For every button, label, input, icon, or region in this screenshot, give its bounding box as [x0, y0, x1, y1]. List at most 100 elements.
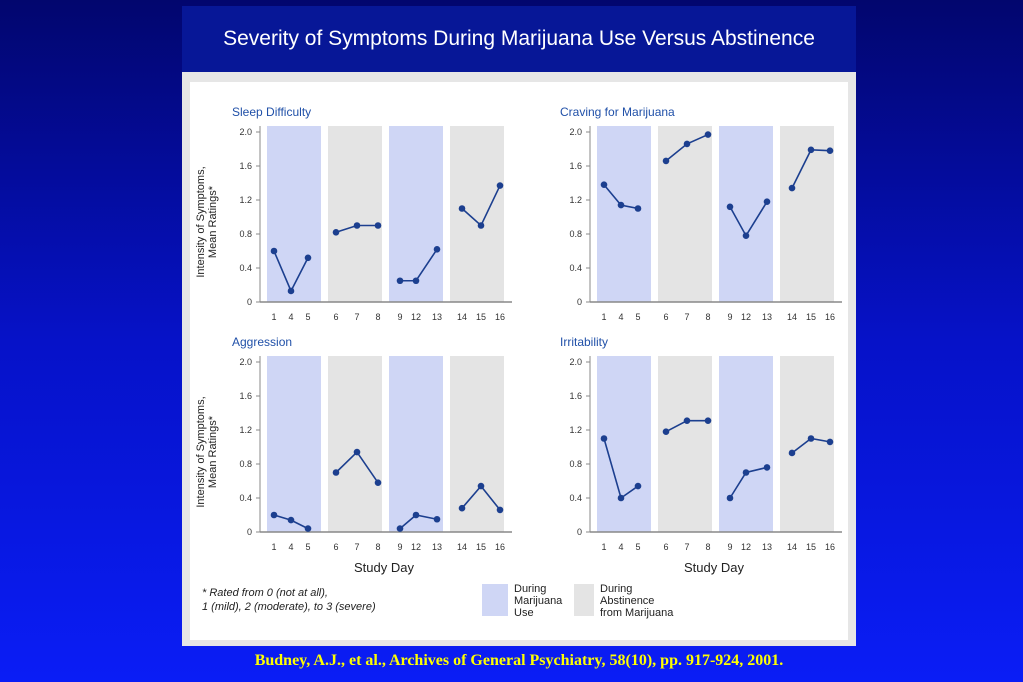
footnote-line1: * Rated from 0 (not at all), [202, 587, 328, 599]
y-tick-label: 1.6 [569, 391, 582, 401]
x-tick-label: 12 [411, 542, 421, 552]
data-point [433, 246, 441, 253]
data-point [412, 511, 420, 519]
x-tick-label: 15 [806, 542, 816, 552]
x-tick-label: 8 [375, 542, 380, 552]
data-point [763, 198, 771, 205]
x-tick-label: 5 [305, 542, 310, 552]
y-axis-label-bottom-line2: Mean Ratings* [207, 415, 219, 488]
y-tick-label: 1.2 [239, 425, 252, 435]
data-point [458, 205, 466, 212]
x-tick-label: 9 [397, 542, 402, 552]
x-tick-label: 15 [806, 312, 816, 322]
x-tick-label: 4 [618, 542, 623, 552]
y-tick-label: 0 [577, 527, 582, 537]
data-point [726, 203, 734, 211]
data-point [726, 494, 734, 502]
x-tick-label: 5 [635, 542, 640, 552]
phase-band-use [267, 126, 321, 302]
data-point [374, 479, 382, 487]
x-tick-label: 1 [601, 542, 606, 552]
phase-band-abstinence [328, 126, 382, 302]
legend-abstinence-line3: from Marijuana [600, 607, 674, 619]
data-point [807, 146, 815, 154]
legend-use-line1: During [514, 583, 546, 595]
x-tick-label: 15 [476, 542, 486, 552]
x-tick-label: 1 [271, 542, 276, 552]
data-point [683, 140, 691, 148]
x-tick-label: 4 [288, 542, 293, 552]
data-point [617, 494, 625, 502]
y-tick-label: 0.8 [569, 229, 582, 239]
data-point [374, 222, 382, 229]
y-tick-label: 2.0 [239, 127, 252, 137]
x-tick-label: 16 [825, 312, 835, 322]
data-point [270, 247, 278, 255]
data-point [683, 417, 691, 424]
phase-band-use [267, 356, 321, 532]
footnote-line2: 1 (mild), 2 (moderate), to 3 (severe) [202, 601, 376, 613]
data-point [304, 254, 312, 262]
x-tick-label: 4 [618, 312, 623, 322]
data-point [396, 277, 404, 285]
phase-band-use [597, 126, 651, 302]
data-point [477, 222, 485, 229]
figure-area: Intensity of Symptoms, Mean Ratings* Int… [190, 82, 848, 640]
x-tick-label: 14 [787, 312, 797, 322]
x-tick-label: 7 [354, 542, 359, 552]
x-tick-label: 14 [457, 312, 467, 322]
x-tick-label: 9 [727, 312, 732, 322]
phase-band-abstinence [328, 356, 382, 532]
x-tick-label: 16 [495, 312, 505, 322]
data-point [287, 287, 295, 295]
legend-abstinence-line1: During [600, 583, 632, 595]
y-tick-label: 0 [247, 527, 252, 537]
panel-title: Craving for Marijuana [560, 105, 675, 119]
data-point [600, 181, 608, 188]
x-tick-label: 15 [476, 312, 486, 322]
y-tick-label: 0 [247, 297, 252, 307]
y-tick-label: 1.2 [239, 195, 252, 205]
y-axis-label-top-line1: Intensity of Symptoms, [195, 166, 207, 277]
panel-title: Irritability [560, 335, 608, 349]
x-tick-label: 12 [741, 312, 751, 322]
phase-band-abstinence [780, 356, 834, 532]
data-point [788, 449, 796, 457]
x-tick-label: 7 [684, 312, 689, 322]
data-point [826, 147, 834, 154]
y-axis-label-top-line2: Mean Ratings* [207, 185, 219, 258]
x-tick-label: 13 [432, 542, 442, 552]
x-tick-label: 7 [684, 542, 689, 552]
x-tick-label: 12 [411, 312, 421, 322]
data-point [617, 201, 625, 209]
data-point [662, 157, 670, 165]
data-point [477, 482, 485, 490]
data-point [353, 222, 361, 229]
y-tick-label: 2.0 [569, 127, 582, 137]
x-tick-label: 12 [741, 542, 751, 552]
y-tick-label: 1.6 [239, 161, 252, 171]
phase-band-abstinence [780, 126, 834, 302]
x-tick-label: 1 [271, 312, 276, 322]
x-tick-label: 9 [727, 542, 732, 552]
phase-band-abstinence [450, 126, 504, 302]
y-tick-label: 2.0 [239, 357, 252, 367]
x-tick-label: 6 [663, 542, 668, 552]
y-tick-label: 1.2 [569, 195, 582, 205]
data-point [662, 428, 670, 436]
x-tick-label: 8 [705, 312, 710, 322]
y-tick-label: 0.4 [239, 263, 252, 273]
y-axis-label-bottom-line1: Intensity of Symptoms, [195, 396, 207, 507]
y-tick-label: 0 [577, 297, 582, 307]
data-point [332, 469, 340, 476]
data-point [332, 229, 340, 236]
phase-band-use [389, 126, 443, 302]
legend-swatch-use [482, 584, 508, 616]
x-tick-label: 6 [663, 312, 668, 322]
x-tick-label: 8 [705, 542, 710, 552]
data-point [496, 506, 504, 514]
data-point [412, 277, 420, 285]
data-point [634, 482, 642, 490]
x-tick-label: 13 [762, 542, 772, 552]
x-tick-label: 5 [305, 312, 310, 322]
